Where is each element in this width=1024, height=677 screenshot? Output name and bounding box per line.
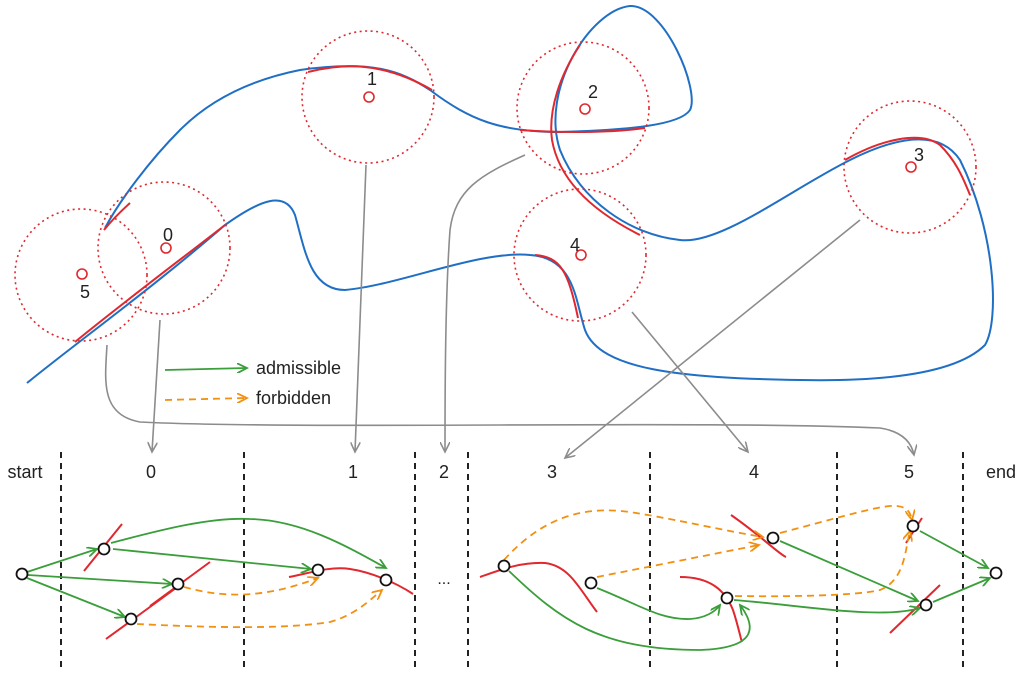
forbidden-edges [136,505,912,629]
graph-nodes [15,519,1003,626]
zone-1: 1 [301,30,435,164]
node [584,576,598,590]
zone-label: 5 [80,282,90,302]
mapping-arrow-3 [565,219,861,458]
zone-label: 4 [570,235,580,255]
zone-label: 2 [588,82,598,102]
zone-3: 3 [843,100,977,234]
ellipsis: ... [437,571,450,588]
node-end [989,566,1003,580]
column-4: 4 [749,462,759,482]
node [171,577,185,591]
node-start [15,567,29,581]
zone-segment [307,65,433,91]
zone-5: 5 [14,208,148,342]
mapping-arrow-0 [152,319,161,452]
zone-segment [550,44,641,236]
column-labels: start 0 1 2 3 4 5 end ... [7,462,1016,588]
zone-2: 2 [516,41,650,175]
node [497,559,511,573]
zone-segment [103,202,131,231]
zone-label: 3 [914,145,924,165]
zone-4: 4 [513,188,647,322]
zone-label: 0 [163,225,173,245]
node [720,591,734,605]
mapping-arrow-4 [631,311,748,452]
zone-label: 1 [367,69,377,89]
column-start: start [7,462,42,482]
mapping-arrow-1 [355,164,367,452]
node [906,519,920,533]
mapping-arrow-2 [445,154,526,452]
legend: admissible forbidden [164,358,341,408]
zone-segment [844,136,971,196]
legend-forbidden-label: forbidden [256,388,331,408]
zone-segment [519,127,646,134]
node [766,531,780,545]
trajectory-curve [26,4,994,384]
column-1: 1 [348,462,358,482]
column-2: 2 [439,462,449,482]
admissible-edges [26,517,990,651]
legend-forbidden-swatch [164,398,247,400]
column-5: 5 [904,462,914,482]
legend-admissible-swatch [164,368,247,370]
column-0: 0 [146,462,156,482]
node [97,542,111,556]
node [919,598,933,612]
zone-0: 0 [97,181,231,315]
node [124,612,138,626]
legend-admissible-label: admissible [256,358,341,378]
column-end: end [986,462,1016,482]
zone-segment [74,224,226,343]
graph-zone-segments [83,514,941,643]
node [311,563,325,577]
zone-segment [534,254,579,319]
mapping-arrow-5 [104,344,914,455]
node [379,573,393,587]
column-3: 3 [547,462,557,482]
